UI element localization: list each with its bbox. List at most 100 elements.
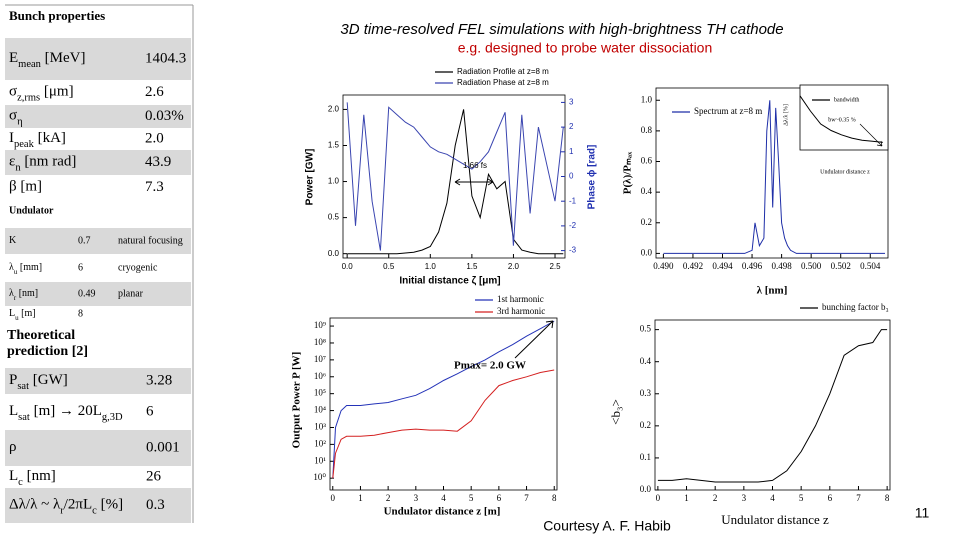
- x-tick-label: 6: [497, 493, 502, 503]
- row-label: ρ: [9, 439, 17, 455]
- section-header-box: Theoretical prediction [2]: [7, 328, 88, 359]
- x-tick-label: 2.0: [508, 262, 520, 271]
- y-axis-label: Power [GW]: [305, 149, 316, 206]
- subscript: c: [18, 477, 23, 488]
- y-tick-label: 1.5: [328, 141, 340, 150]
- row-shade: [5, 38, 191, 80]
- x-axis-label: Undulator distance z: [820, 169, 870, 175]
- label-text: [nm]: [16, 288, 38, 299]
- y-tick-label: 10⁰: [313, 472, 326, 482]
- arrow: [514, 320, 554, 359]
- y-axis-label: P(λ)/Pₘₐₓ: [622, 151, 634, 194]
- legend-label: 3rd harmonic: [497, 306, 545, 316]
- legend-label: bunching factor b₃: [822, 302, 889, 312]
- y2-tick-label: -1: [569, 196, 577, 205]
- x-tick-label: 0.490: [653, 261, 674, 271]
- x-tick-label: 0.504: [860, 261, 881, 271]
- legend-label: Spectrum at z=8 m: [694, 106, 762, 116]
- row-label: Ipeak [kA]: [9, 130, 66, 149]
- plot-frame: [799, 84, 889, 151]
- y-tick-label: 0.0: [640, 484, 652, 494]
- row-value: 3.28: [146, 372, 172, 388]
- y2-tick-label: 3: [569, 98, 574, 107]
- subscript: z,rms: [17, 92, 40, 103]
- row-label: Δλ/λ ~ λr/2πLc [%]: [9, 497, 123, 516]
- subscript: sat: [18, 412, 30, 423]
- row-value: 8: [78, 308, 83, 319]
- x-tick-label: 2: [713, 493, 718, 503]
- y-tick-label: 0.3: [640, 388, 652, 398]
- label-text: [mm]: [17, 262, 42, 273]
- x-tick-label: 7: [524, 493, 529, 503]
- x-tick-label: 1: [358, 493, 363, 503]
- label-text: [m]: [19, 308, 36, 319]
- label-text: [%]: [97, 497, 123, 513]
- subscript: c: [92, 505, 97, 516]
- label-text: Δλ/λ ~ λ: [9, 497, 61, 513]
- label-text: [MeV]: [41, 50, 86, 66]
- row-label: ση: [9, 108, 23, 127]
- x-tick-label: 8: [885, 493, 890, 503]
- data-line: [346, 102, 564, 251]
- x-tick-label: 3: [414, 493, 419, 503]
- row-value: 1404.3: [145, 50, 186, 66]
- x-axis-label: Undulator distance z: [721, 512, 829, 527]
- x-tick-label: 5: [469, 493, 474, 503]
- y-tick-label: 0.4: [641, 186, 653, 196]
- subscript: peak: [14, 139, 35, 150]
- x-axis-label: Undulator distance z [m]: [384, 506, 501, 518]
- subscript: r: [60, 505, 64, 516]
- x-tick-label: 1: [684, 493, 689, 503]
- row-shade: [5, 228, 191, 254]
- row-note: planar: [118, 288, 144, 299]
- annotation: bw~0.35 %: [828, 117, 856, 123]
- y2-tick-label: 1: [569, 147, 574, 156]
- x-tick-label: 2: [386, 493, 391, 503]
- label-text: [kA]: [34, 130, 66, 146]
- slide-subtitle: e.g. designed to probe water dissociatio…: [458, 40, 713, 56]
- y-tick-label: 0.2: [640, 420, 651, 430]
- row-value: 0.001: [146, 439, 180, 455]
- row-note: cryogenic: [118, 262, 158, 273]
- row-value: 43.9: [145, 154, 171, 170]
- row-value: 6: [78, 262, 83, 273]
- x-tick-label: 0.492: [683, 261, 703, 271]
- slide-title: 3D time-resolved FEL simulations with hi…: [340, 21, 783, 38]
- row-label: εn [nm rad]: [9, 154, 76, 173]
- row-shade: [5, 430, 191, 466]
- legend-label: Radiation Profile at z=8 m: [457, 67, 549, 76]
- row-label: Emean [MeV]: [9, 50, 86, 69]
- y-tick-label: 10⁶: [314, 371, 326, 381]
- y-axis-label: Δλ/λ [%]: [783, 104, 789, 126]
- x-tick-label: 0.502: [831, 261, 851, 271]
- data-line: [799, 95, 883, 143]
- row-note: natural focusing: [118, 235, 183, 246]
- x-tick-label: 1.0: [425, 262, 437, 271]
- y2-tick-label: 2: [569, 122, 574, 131]
- y-axis-label: <b₃>: [608, 399, 623, 425]
- row-label: K: [9, 235, 17, 246]
- y-tick-label: 0.1: [640, 452, 651, 462]
- x-tick-label: 0.5: [383, 262, 395, 271]
- row-label: β [m]: [9, 179, 42, 195]
- row-value: 2.6: [145, 84, 164, 100]
- y-tick-label: 1.0: [328, 177, 340, 186]
- y2-tick-label: -2: [569, 221, 577, 230]
- row-value: 0.7: [78, 235, 91, 246]
- label-text: λ: [9, 262, 14, 273]
- row-label: λu [mm]: [9, 262, 42, 275]
- y-tick-label: 0.6: [641, 156, 653, 166]
- x-tick-label: 4: [441, 493, 446, 503]
- label-text: [nm rad]: [21, 154, 77, 170]
- row-value: 0.03%: [145, 108, 184, 124]
- label-text: ε: [9, 154, 15, 170]
- section-header: Undulator: [9, 205, 54, 216]
- x-tick-label: 6: [828, 493, 833, 503]
- x-axis-label: Initial distance ζ [μm]: [399, 276, 500, 287]
- row-label: Psat [GW]: [9, 372, 68, 391]
- y-axis-label: Output Power P [W]: [291, 352, 303, 449]
- label-text: /2πL: [64, 497, 92, 513]
- x-tick-label: 0.498: [771, 261, 792, 271]
- row-value: 6: [146, 403, 154, 419]
